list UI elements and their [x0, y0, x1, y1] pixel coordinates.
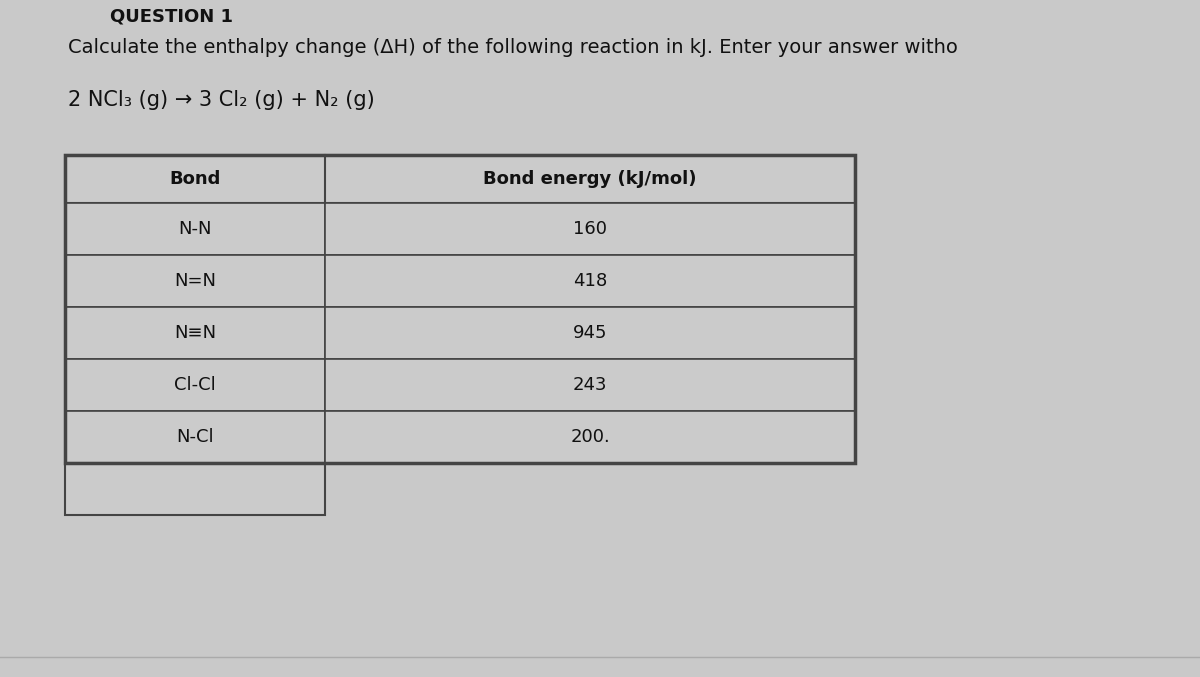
Text: QUESTION 1: QUESTION 1: [110, 8, 233, 26]
Bar: [65, 255, 325, 307]
Text: 160: 160: [574, 220, 607, 238]
Bar: [65, 359, 325, 411]
Text: Bond: Bond: [169, 170, 221, 188]
Text: Bond energy (kJ/mol): Bond energy (kJ/mol): [484, 170, 697, 188]
Bar: [65, 203, 325, 255]
Bar: [325, 255, 854, 307]
Text: N-N: N-N: [179, 220, 211, 238]
Text: 243: 243: [572, 376, 607, 394]
Bar: [325, 359, 854, 411]
Text: Cl-Cl: Cl-Cl: [174, 376, 216, 394]
Bar: [65, 307, 325, 359]
Text: 418: 418: [572, 272, 607, 290]
Bar: [65, 155, 854, 203]
Bar: [65, 463, 325, 515]
Text: N≡N: N≡N: [174, 324, 216, 342]
Text: N=N: N=N: [174, 272, 216, 290]
Text: 945: 945: [572, 324, 607, 342]
Text: 2 NCl₃ (g) → 3 Cl₂ (g) + N₂ (g): 2 NCl₃ (g) → 3 Cl₂ (g) + N₂ (g): [68, 90, 374, 110]
Bar: [65, 411, 325, 463]
Text: N-Cl: N-Cl: [176, 428, 214, 446]
Text: Calculate the enthalpy change (ΔH) of the following reaction in kJ. Enter your a: Calculate the enthalpy change (ΔH) of th…: [68, 38, 958, 57]
Bar: [325, 307, 854, 359]
Bar: [325, 411, 854, 463]
Bar: [325, 203, 854, 255]
Text: 200.: 200.: [570, 428, 610, 446]
Bar: [65, 155, 854, 463]
